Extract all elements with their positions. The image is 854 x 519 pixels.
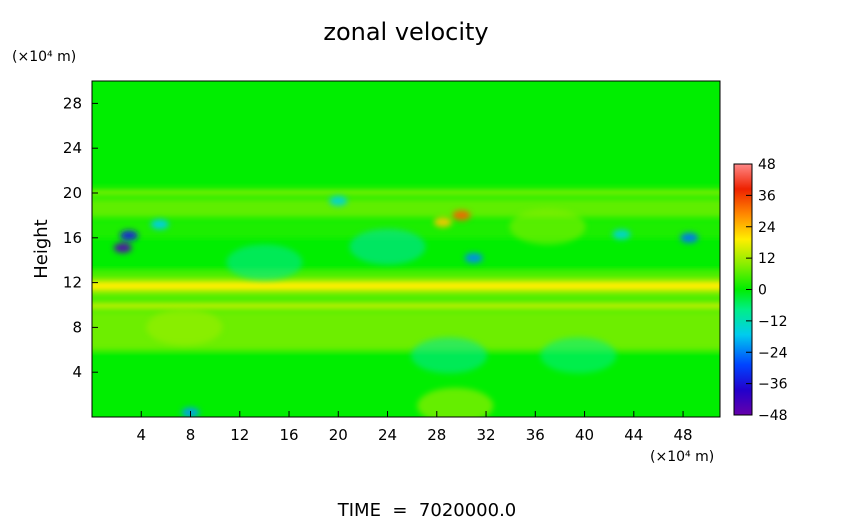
colorbar-tick-label: 24 xyxy=(758,220,776,236)
velocity-band-7 xyxy=(92,293,720,300)
y-tick-label: 16 xyxy=(63,229,82,247)
y-tick-label: 24 xyxy=(63,139,82,157)
colorbar-tick-label: −24 xyxy=(758,345,788,361)
y-tick-label: 8 xyxy=(72,318,82,336)
x-tick-label: 16 xyxy=(279,426,298,444)
velocity-feature-7 xyxy=(612,229,631,240)
y-tick-label: 12 xyxy=(63,274,82,292)
x-tick-label: 44 xyxy=(624,426,643,444)
x-tick-label: 40 xyxy=(575,426,594,444)
velocity-band-10 xyxy=(92,349,720,417)
time-footer: TIME = 7020000.0 xyxy=(337,500,517,519)
x-tick-label: 8 xyxy=(186,426,196,444)
chart-title: zonal velocity xyxy=(323,18,488,46)
x-unit-label: (×10⁴ m) xyxy=(650,449,714,465)
colorbar-tick-label: −36 xyxy=(758,377,788,393)
colorbar-tick-label: −48 xyxy=(758,408,788,424)
colorbar-tick-label: 36 xyxy=(758,188,776,204)
y-tick-label: 28 xyxy=(63,94,82,112)
y-axis-label: Height xyxy=(31,219,52,279)
velocity-band-8 xyxy=(92,302,720,309)
x-tick-label: 32 xyxy=(476,426,495,444)
y-tick-group: 4 8 12 16 20 24 28 xyxy=(63,94,98,381)
velocity-band-5 xyxy=(92,271,720,279)
velocity-feature-4 xyxy=(433,217,452,228)
x-tick-label: 20 xyxy=(329,426,348,444)
velocity-feature-1 xyxy=(113,242,132,253)
colorbar-tick-group: 48 36 24 12 0 −12 −24 −36 −48 xyxy=(746,157,788,424)
x-tick-group: 4 8 12 16 20 24 28 32 36 40 44 48 xyxy=(136,411,693,444)
velocity-feature-10 xyxy=(417,387,494,417)
velocity-feature-13 xyxy=(146,309,223,346)
colorbar-tick-label: 0 xyxy=(758,283,767,299)
velocity-band-2 xyxy=(92,198,720,218)
velocity-band-1 xyxy=(92,189,720,196)
y-unit-label: (×10⁴ m) xyxy=(12,49,76,65)
velocity-feature-16 xyxy=(509,208,586,245)
plot-field xyxy=(92,81,720,417)
y-tick-label: 4 xyxy=(72,363,82,381)
colorbar-tick-label: −12 xyxy=(758,314,788,330)
velocity-feature-8 xyxy=(329,195,348,206)
colorbar-tick-label: 12 xyxy=(758,251,776,267)
x-tick-label: 48 xyxy=(674,426,693,444)
x-tick-label: 12 xyxy=(230,426,249,444)
velocity-feature-2 xyxy=(150,219,169,230)
velocity-feature-14 xyxy=(349,228,426,265)
colorbar-tick-label: 48 xyxy=(758,157,776,173)
x-tick-label: 4 xyxy=(136,426,146,444)
y-tick-label: 20 xyxy=(63,184,82,202)
x-tick-label: 24 xyxy=(378,426,397,444)
velocity-feature-12 xyxy=(540,337,617,374)
velocity-feature-0 xyxy=(119,230,138,241)
velocity-feature-5 xyxy=(464,252,483,263)
velocity-band-0 xyxy=(92,81,720,182)
velocity-feature-11 xyxy=(411,337,488,374)
velocity-feature-6 xyxy=(680,232,699,243)
x-tick-label: 28 xyxy=(427,426,446,444)
x-tick-label: 36 xyxy=(526,426,545,444)
plot-frame xyxy=(91,80,721,418)
velocity-band-6 xyxy=(92,280,720,292)
velocity-feature-15 xyxy=(226,244,303,281)
velocity-feature-3 xyxy=(452,210,471,221)
